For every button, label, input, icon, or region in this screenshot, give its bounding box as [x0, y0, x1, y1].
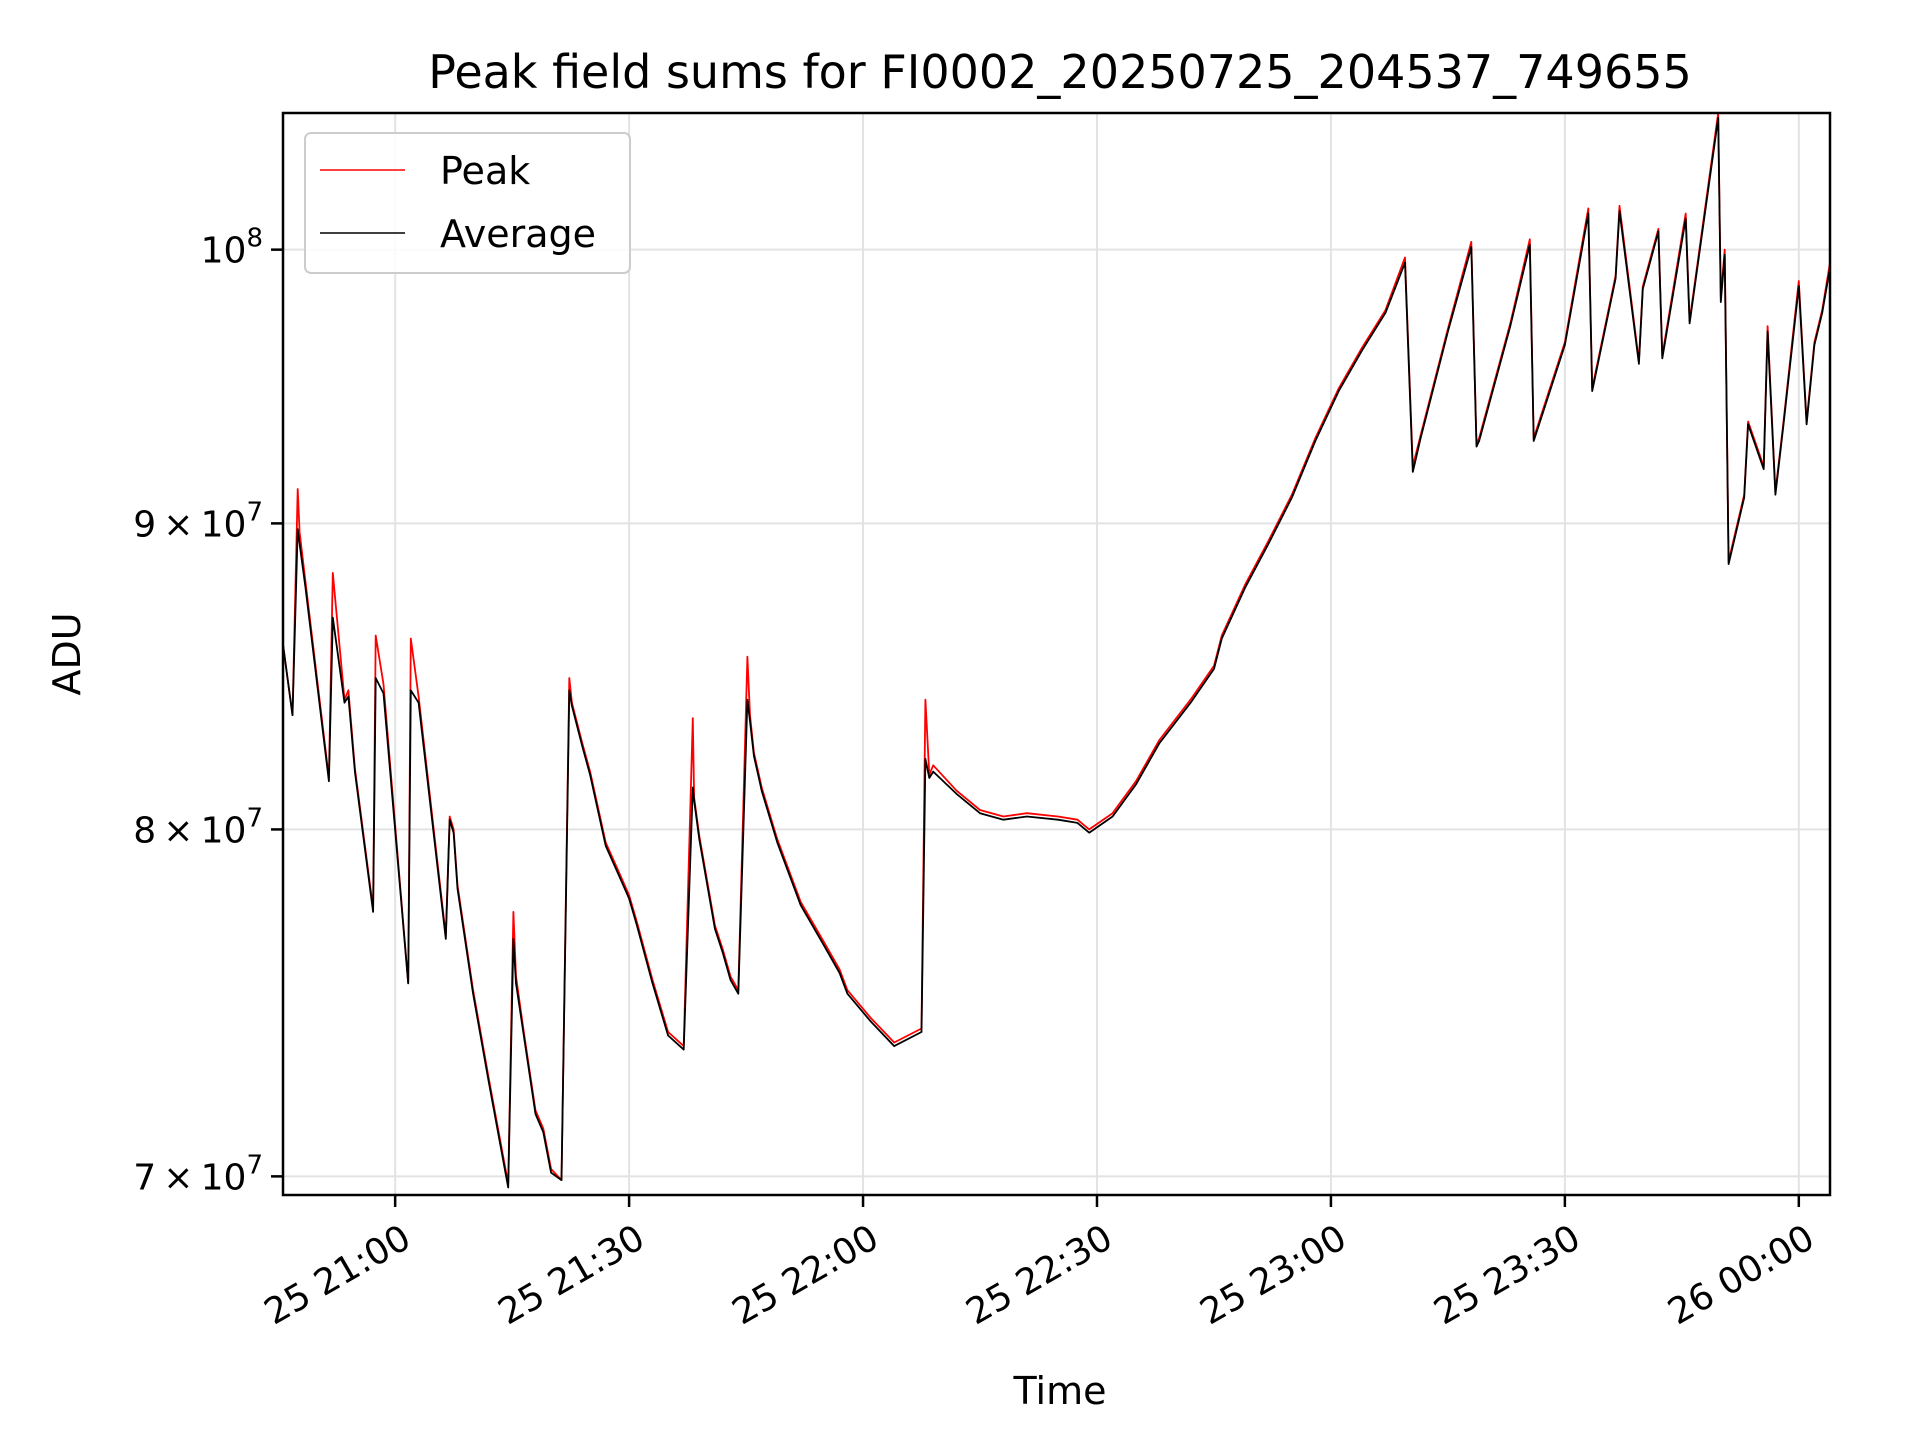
y-tick-label: 108: [201, 224, 263, 272]
x-tick-label: 25 23:00: [1193, 1217, 1353, 1333]
legend-box: [304, 132, 631, 274]
legend: Peak Average: [304, 132, 631, 274]
plot-frame: [281, 111, 1832, 1197]
y-axis-label: ADU: [45, 612, 89, 695]
x-tick-label: 25 21:30: [492, 1217, 652, 1333]
x-tick-label: 26 00:00: [1661, 1217, 1821, 1333]
legend-label-peak: Peak: [440, 149, 530, 193]
x-axis-ticks: 25 21:00 25 21:30 25 22:00 25 22:30 25 23:00…: [258, 1195, 1821, 1333]
chart-title: Peak field sums for FI0002_20250725_2045…: [428, 45, 1692, 99]
x-tick-label: 25 22:00: [726, 1217, 886, 1333]
grid: [283, 113, 1830, 1195]
series-line-average: [282, 117, 1831, 1189]
y-tick-label: 8 × 107: [133, 803, 263, 851]
legend-label-average: Average: [440, 212, 596, 256]
x-axis-label: Time: [1013, 1369, 1107, 1413]
series-layer: [282, 112, 1831, 1189]
y-tick-label: 7 × 107: [133, 1150, 263, 1198]
x-tick-label: 25 22:30: [960, 1217, 1120, 1333]
y-tick-label: 9 × 107: [133, 497, 263, 545]
y-axis-ticks: 7 × 107 8 × 107 9 × 107 108: [133, 224, 283, 1198]
x-tick-label: 25 21:00: [258, 1217, 418, 1333]
x-tick-label: 25 23:30: [1427, 1217, 1587, 1333]
